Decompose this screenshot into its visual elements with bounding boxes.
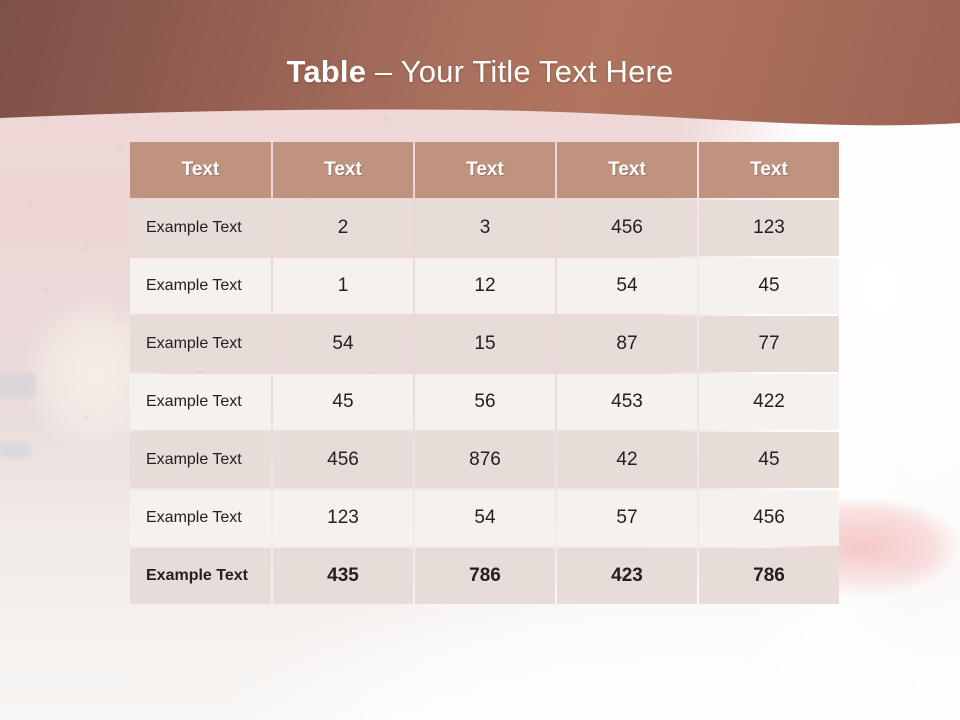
column-header-0[interactable]: Text bbox=[130, 142, 271, 198]
table-row: Example Text 1 12 54 45 bbox=[130, 258, 839, 314]
cell-value: 54 bbox=[415, 490, 555, 546]
cell-value: 435 bbox=[273, 548, 413, 604]
cell-value: 87 bbox=[557, 316, 697, 372]
row-label: Example Text bbox=[130, 548, 271, 604]
page-title-rest: – Your Title Text Here bbox=[366, 54, 674, 89]
table-row: Example Text 45 56 453 422 bbox=[130, 374, 839, 430]
cell-value: 422 bbox=[699, 374, 839, 430]
cell-value: 123 bbox=[699, 200, 839, 256]
cell-value: 15 bbox=[415, 316, 555, 372]
cell-value: 786 bbox=[699, 548, 839, 604]
row-label: Example Text bbox=[130, 316, 271, 372]
data-table: Text Text Text Text Text Example Text 2 … bbox=[128, 140, 841, 606]
row-label: Example Text bbox=[130, 490, 271, 546]
cell-value: 45 bbox=[699, 258, 839, 314]
column-header-2[interactable]: Text bbox=[415, 142, 555, 198]
title-banner: Table – Your Title Text Here bbox=[0, 0, 960, 130]
cell-value: 45 bbox=[273, 374, 413, 430]
cell-value: 423 bbox=[557, 548, 697, 604]
cell-value: 77 bbox=[699, 316, 839, 372]
cell-value: 42 bbox=[557, 432, 697, 488]
table-total-row: Example Text 435 786 423 786 bbox=[130, 548, 839, 604]
table-row: Example Text 123 54 57 456 bbox=[130, 490, 839, 546]
table-header: Text Text Text Text Text bbox=[130, 142, 839, 198]
page-title-bold: Table bbox=[286, 54, 367, 89]
cell-value: 123 bbox=[273, 490, 413, 546]
page-title: Table – Your Title Text Here bbox=[0, 52, 960, 92]
cell-value: 456 bbox=[557, 200, 697, 256]
column-header-4[interactable]: Text bbox=[699, 142, 839, 198]
table-row: Example Text 54 15 87 77 bbox=[130, 316, 839, 372]
table-row: Example Text 456 876 42 45 bbox=[130, 432, 839, 488]
background-wall-object bbox=[0, 442, 30, 458]
cell-value: 54 bbox=[273, 316, 413, 372]
cell-value: 456 bbox=[699, 490, 839, 546]
row-label: Example Text bbox=[130, 200, 271, 256]
cell-value: 3 bbox=[415, 200, 555, 256]
column-header-1[interactable]: Text bbox=[273, 142, 413, 198]
banner-shape bbox=[0, 0, 960, 130]
background-wall-object bbox=[0, 375, 36, 397]
cell-value: 12 bbox=[415, 258, 555, 314]
table-row: Example Text 2 3 456 123 bbox=[130, 200, 839, 256]
cell-value: 54 bbox=[557, 258, 697, 314]
cell-value: 453 bbox=[557, 374, 697, 430]
row-label: Example Text bbox=[130, 432, 271, 488]
column-header-3[interactable]: Text bbox=[557, 142, 697, 198]
table-body: Example Text 2 3 456 123 Example Text 1 … bbox=[130, 200, 839, 604]
row-label: Example Text bbox=[130, 374, 271, 430]
data-table-container: Text Text Text Text Text Example Text 2 … bbox=[128, 140, 839, 606]
cell-value: 876 bbox=[415, 432, 555, 488]
cell-value: 57 bbox=[557, 490, 697, 546]
cell-value: 786 bbox=[415, 548, 555, 604]
cell-value: 45 bbox=[699, 432, 839, 488]
cell-value: 2 bbox=[273, 200, 413, 256]
row-label: Example Text bbox=[130, 258, 271, 314]
table-header-row: Text Text Text Text Text bbox=[130, 142, 839, 198]
cell-value: 56 bbox=[415, 374, 555, 430]
cell-value: 456 bbox=[273, 432, 413, 488]
cell-value: 1 bbox=[273, 258, 413, 314]
